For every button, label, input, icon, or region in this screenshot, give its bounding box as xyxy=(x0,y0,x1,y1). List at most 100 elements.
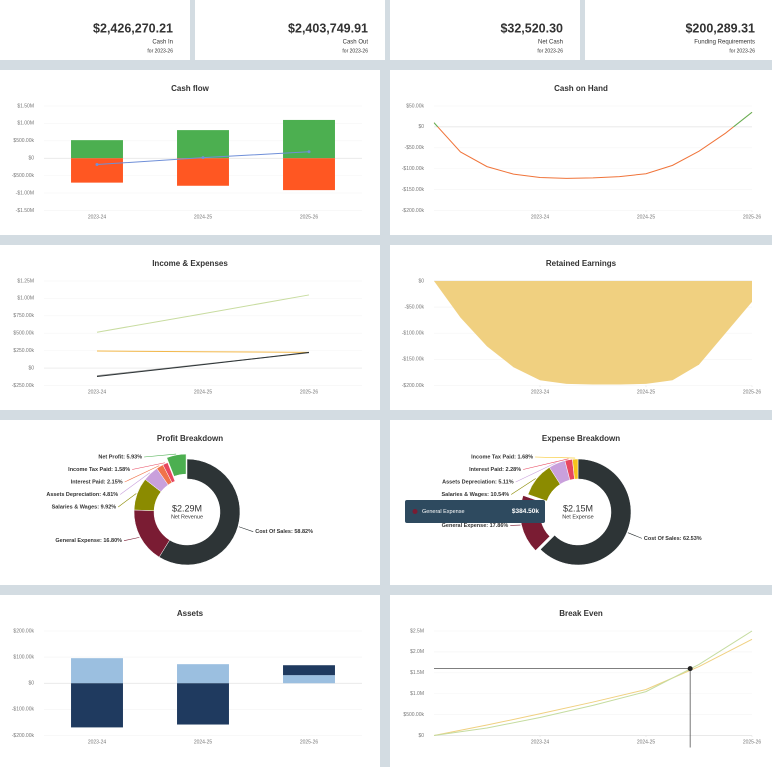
kpi-label: Cash Out xyxy=(343,40,369,46)
x-tick-label: 2024-25 xyxy=(194,214,213,220)
y-tick-label: $1.25M xyxy=(17,278,34,284)
y-tick-label: -$100.00k xyxy=(12,707,35,713)
chart-panel: Break Even $0 $500.00k $1.0M $1.5M $2.0M $2.5M… xyxy=(390,595,772,767)
leader-line xyxy=(523,458,569,470)
chart-title: Break Even xyxy=(559,609,603,618)
pie-slice xyxy=(540,458,632,566)
y-tick-label: $2.0M xyxy=(410,649,424,655)
slice-label: Cost Of Sales: 58.82% xyxy=(255,529,313,535)
bar-segment xyxy=(71,158,123,183)
slice-label: Salaries & Wages: 9.92% xyxy=(52,504,117,510)
kpi-card: $32,520.30 Net Cash for 2023-26 xyxy=(390,0,580,60)
y-tick-label: -$1.50M xyxy=(16,208,34,214)
slice-label: General Expense: 16.80% xyxy=(55,538,122,544)
line xyxy=(96,294,310,333)
y-tick-label: $0 xyxy=(418,733,424,739)
leader-line xyxy=(627,532,643,539)
y-tick-label: $50.00k xyxy=(406,103,424,109)
chart-title: Assets xyxy=(177,609,204,618)
chart-panel: Profit Breakdown Cost Of Sales: 58.82% Gen… xyxy=(0,420,380,585)
y-tick-label: -$150.00k xyxy=(402,357,425,363)
line xyxy=(96,350,310,353)
x-tick-label: 2024-25 xyxy=(194,739,213,745)
y-tick-label: $0 xyxy=(418,124,424,130)
chart-title: Cash on Hand xyxy=(554,84,608,93)
leader-line xyxy=(123,537,140,541)
x-tick-label: 2023-24 xyxy=(88,214,107,220)
bar-segment xyxy=(177,130,229,159)
break-even-point xyxy=(687,666,693,672)
kpi-card-bg xyxy=(585,0,772,60)
pie-slice xyxy=(162,462,176,483)
y-tick-label: $0 xyxy=(28,156,34,162)
bar-segment xyxy=(283,665,335,676)
kpi-card-bg xyxy=(390,0,580,60)
x-tick-label: 2024-25 xyxy=(637,214,656,220)
leader-line xyxy=(117,493,137,508)
leader-line xyxy=(132,462,165,470)
y-tick-label: -$200.00k xyxy=(12,733,35,739)
chart-panel: Assets -$200.00k -$100.00k $0 $100.00k $200.0… xyxy=(0,595,380,767)
tooltip-value: $384.50k xyxy=(512,508,539,515)
leader-line xyxy=(124,465,160,483)
y-tick-label: $1.5M xyxy=(410,670,424,676)
area xyxy=(434,281,752,385)
x-tick-label: 2025-26 xyxy=(300,389,319,395)
x-tick-label: 2023-24 xyxy=(531,214,550,220)
y-tick-label: -$200.00k xyxy=(402,383,425,389)
x-tick-label: 2024-25 xyxy=(637,739,656,745)
kpi-card: $2,426,270.21 Cash In for 2023-26 xyxy=(0,0,190,60)
y-tick-label: -$100.00k xyxy=(402,331,425,337)
kpi-value: $2,426,270.21 xyxy=(93,21,173,35)
kpi-period: for 2023-26 xyxy=(147,48,173,54)
x-tick-label: 2024-25 xyxy=(637,389,656,395)
center-label: Net Expense xyxy=(562,514,594,520)
bar-segment xyxy=(71,140,123,159)
kpi-card-bg xyxy=(195,0,385,60)
slice-label: Assets Depreciation: 4.81% xyxy=(46,492,118,498)
leader-line xyxy=(238,526,254,532)
y-tick-label: $1.00M xyxy=(17,296,34,302)
x-tick-label: 2023-24 xyxy=(531,739,550,745)
x-tick-label: 2025-26 xyxy=(743,739,762,745)
y-tick-label: $0 xyxy=(28,365,34,371)
bar-segment xyxy=(71,658,123,684)
y-tick-label: $0 xyxy=(28,681,34,687)
kpi-card: $200,289.31 Funding Requirements for 2023-… xyxy=(585,0,772,60)
x-tick-label: 2025-26 xyxy=(743,214,762,220)
kpi-value: $32,520.30 xyxy=(500,21,563,35)
kpi-value: $200,289.31 xyxy=(685,21,755,35)
kpi-label: Net Cash xyxy=(538,40,563,46)
bar-segment xyxy=(71,683,123,728)
y-tick-label: -$50.00k xyxy=(405,145,425,151)
y-tick-label: -$150.00k xyxy=(402,187,425,193)
slice-label: Cost Of Sales: 62.53% xyxy=(644,536,702,542)
kpi-period: for 2023-26 xyxy=(729,48,755,54)
center-label: Net Revenue xyxy=(171,514,203,520)
leader-line xyxy=(511,478,536,495)
kpi-label: Cash In xyxy=(152,40,173,46)
chart-title: Income & Expenses xyxy=(152,259,228,268)
kpi-value: $2,403,749.91 xyxy=(288,21,368,35)
chart-panel: Expense Breakdown Cost Of Sales: 62.53% Ge… xyxy=(390,420,772,585)
slice-label: General Expense: 17.86% xyxy=(442,523,509,529)
y-tick-label: $2.5M xyxy=(410,628,424,634)
x-tick-label: 2023-24 xyxy=(88,389,107,395)
center-value: $2.15M xyxy=(563,503,593,513)
line xyxy=(433,638,753,736)
y-tick-label: -$100.00k xyxy=(402,166,425,172)
tooltip-bg xyxy=(405,500,545,523)
x-tick-label: 2023-24 xyxy=(531,389,550,395)
y-tick-label: -$250.00k xyxy=(12,383,35,389)
line xyxy=(433,111,753,179)
y-tick-label: $1.00M xyxy=(17,121,34,127)
center-value: $2.29M xyxy=(172,503,202,513)
chart-panel: Income & Expenses -$250.00k $0 $250.00k $500… xyxy=(0,245,380,410)
pie-slice xyxy=(572,458,579,480)
kpi-card: $2,403,749.91 Cash Out for 2023-26 xyxy=(195,0,385,60)
y-tick-label: $0 xyxy=(418,278,424,284)
x-tick-label: 2023-24 xyxy=(88,739,107,745)
y-tick-label: -$200.00k xyxy=(402,208,425,214)
slice-label: Interest Paid: 2.28% xyxy=(469,467,521,473)
slice-label: Assets Depreciation: 5.11% xyxy=(442,479,514,485)
